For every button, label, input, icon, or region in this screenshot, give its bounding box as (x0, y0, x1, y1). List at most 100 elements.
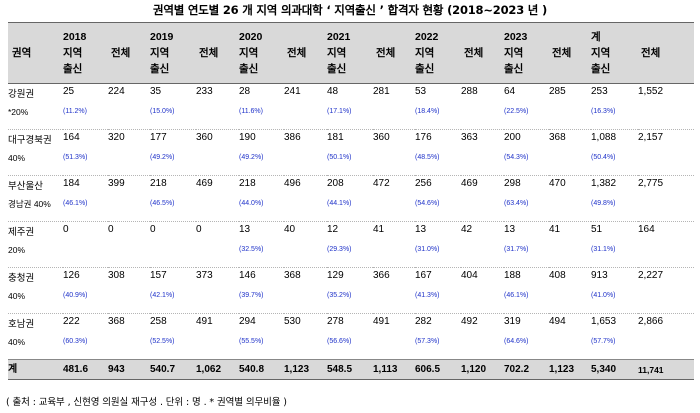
year-local-header: 2018 지역 출신 (63, 22, 108, 84)
local-count: 282 (415, 316, 432, 327)
local-origin-label: 지역 출신 (150, 47, 170, 75)
header-row: 권역 2018 지역 출신 전체 2019 지역 출신 전체 2020 지역 출신 전체 2021… (8, 22, 694, 84)
year-label: 2022 (415, 31, 439, 43)
local-count: 13 (239, 224, 251, 235)
local-count: 913 (591, 270, 608, 281)
total-count: 491 (373, 316, 390, 327)
local-cell: 167 (41.3%) (415, 267, 461, 314)
total-count: 288 (461, 86, 478, 97)
local-cell: 188 (46.1%) (504, 267, 549, 314)
local-count: 222 (63, 316, 80, 327)
total-count: 233 (196, 86, 213, 97)
local-percentage: (11.6%) (239, 108, 263, 115)
year-label: 계 (591, 31, 601, 43)
year-label: 2023 (504, 31, 528, 43)
local-percentage: (56.6%) (327, 338, 352, 345)
local-cell: 35 (15.0%) (150, 84, 196, 130)
total-cell: 41 (373, 221, 415, 268)
local-percentage: (57.3%) (415, 338, 440, 345)
local-cell: 200 (54.3%) (504, 129, 549, 176)
local-count: 1,088 (591, 132, 617, 143)
total-count: 241 (284, 86, 301, 97)
total-count: 386 (284, 132, 301, 143)
local-count: 176 (415, 132, 432, 143)
local-cell: 208 (44.1%) (327, 175, 373, 222)
region-name: 부산울산 (8, 181, 43, 192)
total-cell: 399 (108, 175, 150, 222)
total-count: 2,227 (638, 270, 664, 281)
admissions-table: 권역 2018 지역 출신 전체 2019 지역 출신 전체 2020 지역 출신 전체 2021… (8, 22, 694, 380)
local-cell: 256 (54.6%) (415, 175, 461, 222)
sum-total: 1,123 (549, 359, 591, 380)
total-cell: 368 (549, 129, 591, 176)
table-row: 호남권 40% 222 (60.3%) 368 258 (52.5%) 491 294 (55.5… (8, 313, 694, 360)
region-cell: 제주권 20% (8, 221, 63, 268)
local-cell: 913 (41.0%) (591, 267, 638, 314)
local-cell: 13 (32.5%) (239, 221, 284, 268)
local-cell: 278 (56.6%) (327, 313, 373, 360)
sum-row: 계 481.6 943 540.7 1,062 540.8 1,123 548.5 1,113 6… (8, 359, 694, 380)
total-column-header: 전체 (196, 22, 239, 84)
total-count: 2,157 (638, 132, 664, 143)
local-origin-label: 지역 출신 (415, 47, 435, 75)
region-cell: 강원권 *20% (8, 84, 63, 130)
year-label: 2019 (150, 31, 174, 43)
local-percentage: (51.3%) (63, 154, 88, 161)
local-count: 48 (327, 86, 339, 97)
local-percentage: (40.9%) (63, 292, 88, 299)
local-count: 146 (239, 270, 256, 281)
local-count: 253 (591, 86, 608, 97)
local-count: 298 (504, 178, 521, 189)
region-cell: 대구경북권 40% (8, 129, 63, 176)
local-percentage: (54.6%) (415, 200, 440, 207)
total-count: 404 (461, 270, 478, 281)
local-percentage: (32.5%) (239, 246, 264, 253)
year-label: 2021 (327, 31, 351, 43)
total-count: 469 (196, 178, 213, 189)
local-percentage: (57.7%) (591, 338, 616, 345)
local-cell: 176 (48.5%) (415, 129, 461, 176)
total-cell: 308 (108, 267, 150, 314)
total-cell: 320 (108, 129, 150, 176)
local-count: 167 (415, 270, 432, 281)
year-local-header: 2021 지역 출신 (327, 22, 373, 84)
local-percentage: (52.5%) (150, 338, 175, 345)
local-cell: 164 (51.3%) (63, 129, 108, 176)
total-cell: 368 (284, 267, 327, 314)
local-cell: 0 (150, 221, 196, 268)
local-cell: 177 (49.2%) (150, 129, 196, 176)
sum-total: 1,120 (461, 359, 504, 380)
region-quota: 40% (8, 337, 26, 347)
total-cell: 470 (549, 175, 591, 222)
local-cell: 181 (50.1%) (327, 129, 373, 176)
local-cell: 146 (39.7%) (239, 267, 284, 314)
year-local-header: 2019 지역 출신 (150, 22, 196, 84)
total-count: 368 (284, 270, 301, 281)
total-cell: 360 (373, 129, 415, 176)
local-percentage: (46.1%) (63, 200, 88, 207)
sum-local: 5,340 (591, 359, 638, 380)
total-count: 2,866 (638, 316, 664, 327)
sum-local: 548.5 (327, 359, 373, 380)
local-cell: 25 (11.2%) (63, 84, 108, 130)
total-count: 2,775 (638, 178, 664, 189)
local-percentage: (39.7%) (239, 292, 264, 299)
sum-local: 606.5 (415, 359, 461, 380)
local-cell: 1,382 (49.8%) (591, 175, 638, 222)
local-cell: 184 (46.1%) (63, 175, 108, 222)
sum-total: 1,123 (284, 359, 327, 380)
local-percentage: (46.1%) (504, 292, 529, 299)
region-quota: 40% (8, 291, 26, 301)
total-cell: 2,227 (638, 267, 694, 314)
local-count: 208 (327, 178, 344, 189)
total-count: 470 (549, 178, 566, 189)
sum-label: 계 (8, 359, 63, 380)
local-count: 1,653 (591, 316, 617, 327)
local-origin-label: 지역 출신 (327, 47, 347, 75)
total-cell: 0 (108, 221, 150, 268)
table-row: 충청권 40% 126 (40.9%) 308 157 (42.1%) 373 146 (39.7… (8, 267, 694, 314)
local-count: 28 (239, 86, 251, 97)
total-column-header: 전체 (284, 22, 327, 84)
local-percentage: (29.3%) (327, 246, 352, 253)
local-cell: 319 (64.6%) (504, 313, 549, 360)
